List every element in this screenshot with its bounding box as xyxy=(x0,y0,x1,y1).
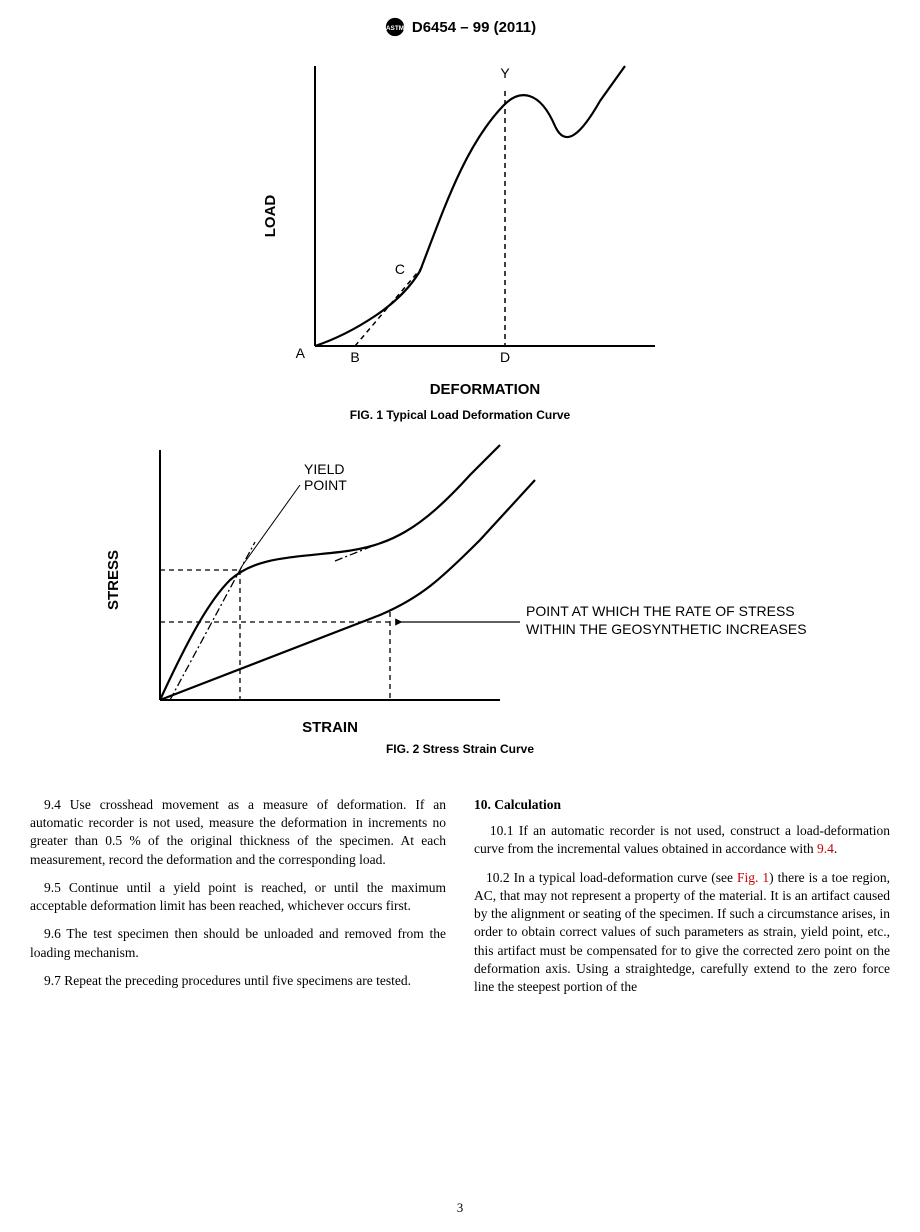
figure-2: YIELD POINT POINT AT WHICH THE RATE OF S… xyxy=(30,430,890,740)
fig2-yield-label: YIELD xyxy=(304,461,344,477)
section-10-title: 10. Calculation xyxy=(474,796,890,814)
para-9-6: 9.6 The test specimen then should be unl… xyxy=(30,925,446,961)
fig2-rate-label-1: POINT AT WHICH THE RATE OF STRESS xyxy=(526,603,795,619)
figure-1: A B C D Y LOAD DEFORMATION xyxy=(30,46,890,406)
fig2-xlabel: STRAIN xyxy=(302,719,358,736)
ref-9-4: 9.4 xyxy=(817,841,834,856)
para-10-2: 10.2 In a typical load-deformation curve… xyxy=(474,869,890,997)
fig1-label-A: A xyxy=(296,345,306,361)
standard-id: D6454 – 99 (2011) xyxy=(412,19,536,36)
fig1-label-C: C xyxy=(395,261,405,277)
astm-logo-icon: ASTM xyxy=(384,16,406,38)
fig1-label-B: B xyxy=(350,349,359,365)
page-header: ASTM D6454 – 99 (2011) xyxy=(30,16,890,38)
para-9-4: 9.4 Use crosshead movement as a measure … xyxy=(30,796,446,869)
fig1-label-Y: Y xyxy=(500,65,510,81)
left-column: 9.4 Use crosshead movement as a measure … xyxy=(30,796,446,1006)
ref-fig-1: Fig. 1 xyxy=(737,870,769,885)
fig2-rate-label-2: WITHIN THE GEOSYNTHETIC INCREASES xyxy=(526,621,807,637)
para-10-1: 10.1 If an automatic recorder is not use… xyxy=(474,822,890,858)
para-9-7: 9.7 Repeat the preceding procedures unti… xyxy=(30,972,446,990)
fig2-svg: YIELD POINT POINT AT WHICH THE RATE OF S… xyxy=(60,430,860,740)
page-number: 3 xyxy=(0,1200,920,1216)
fig1-label-D: D xyxy=(500,349,510,365)
fig1-svg: A B C D Y LOAD DEFORMATION xyxy=(245,46,675,406)
para-9-5: 9.5 Continue until a yield point is reac… xyxy=(30,879,446,915)
right-column: 10. Calculation 10.1 If an automatic rec… xyxy=(474,796,890,1006)
fig1-ylabel: LOAD xyxy=(262,195,279,238)
fig1-xlabel: DEFORMATION xyxy=(430,381,541,398)
fig2-ylabel: STRESS xyxy=(105,550,122,610)
svg-text:POINT: POINT xyxy=(304,477,347,493)
svg-text:ASTM: ASTM xyxy=(386,25,404,32)
fig1-caption: FIG. 1 Typical Load Deformation Curve xyxy=(30,408,890,422)
body-columns: 9.4 Use crosshead movement as a measure … xyxy=(30,796,890,1006)
fig2-caption: FIG. 2 Stress Strain Curve xyxy=(30,742,890,756)
